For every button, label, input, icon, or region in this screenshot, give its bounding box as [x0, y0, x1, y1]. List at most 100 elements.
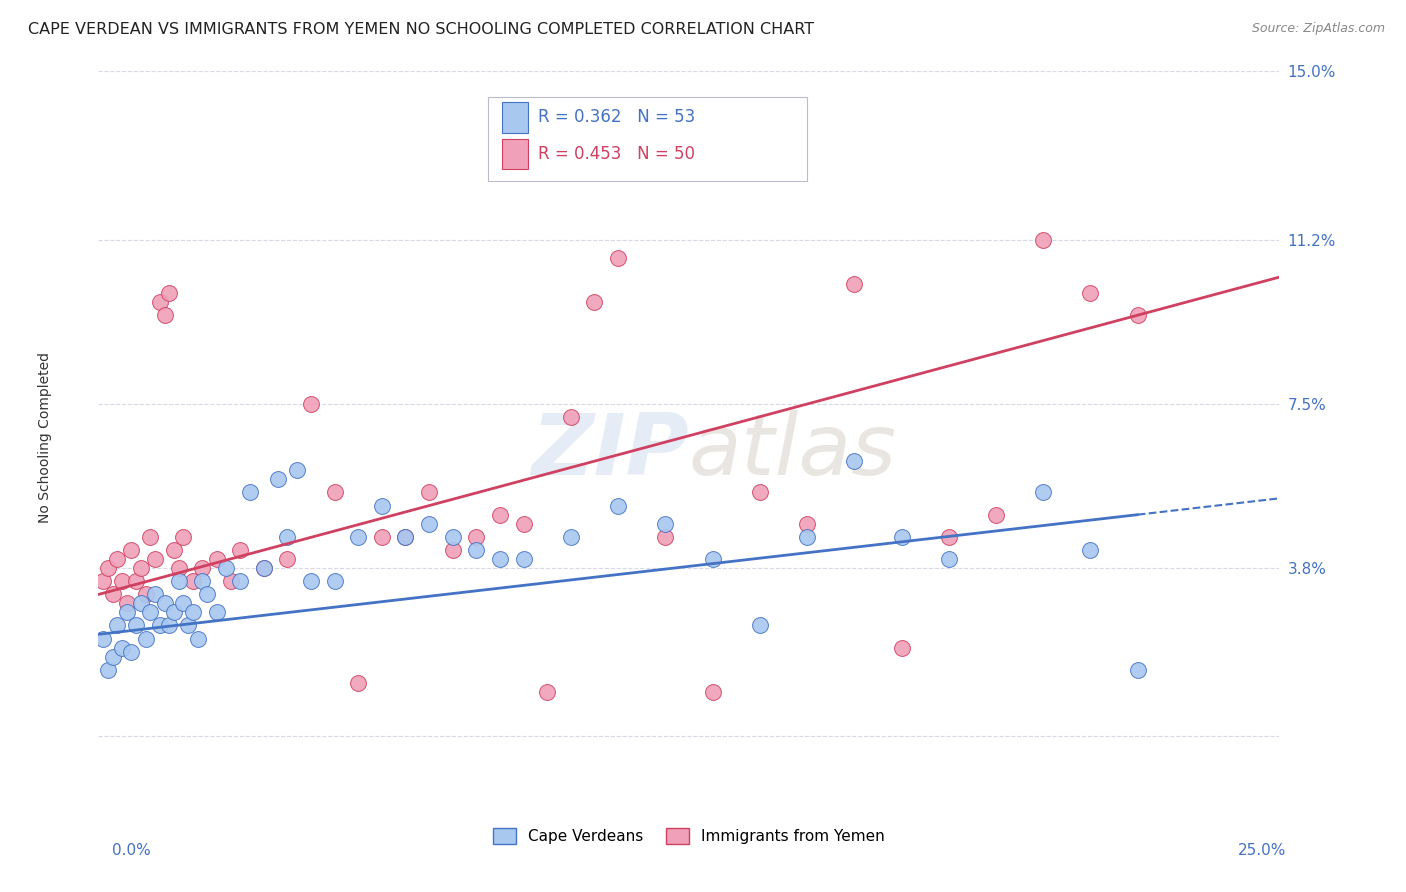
Text: Source: ZipAtlas.com: Source: ZipAtlas.com — [1251, 22, 1385, 36]
Point — [205, 552, 228, 566]
Point — [890, 530, 912, 544]
Point — [1080, 543, 1102, 558]
Legend: Cape Verdeans, Immigrants from Yemen: Cape Verdeans, Immigrants from Yemen — [486, 822, 891, 850]
Text: 0.0%: 0.0% — [112, 843, 152, 858]
Point — [163, 605, 186, 619]
Point — [748, 618, 770, 632]
Point — [489, 508, 512, 522]
Point — [191, 574, 214, 589]
Point — [347, 676, 370, 690]
Point — [129, 561, 152, 575]
Point — [418, 516, 440, 531]
Point — [1032, 485, 1054, 500]
Point — [157, 285, 180, 300]
Point — [111, 574, 134, 589]
Point — [844, 277, 866, 292]
Point — [195, 587, 218, 601]
Point — [1032, 233, 1054, 247]
Point — [135, 632, 157, 646]
Point — [844, 454, 866, 468]
Point — [105, 618, 128, 632]
Point — [267, 472, 290, 486]
Bar — [502, 138, 529, 169]
Point — [205, 605, 228, 619]
Point — [299, 397, 322, 411]
Point — [560, 530, 582, 544]
Point — [984, 508, 1007, 522]
Point — [121, 543, 143, 558]
Point — [702, 552, 724, 566]
Point — [702, 685, 724, 699]
Point — [101, 587, 124, 601]
Point — [157, 618, 180, 632]
Point — [285, 463, 308, 477]
Point — [654, 530, 676, 544]
Point — [187, 632, 209, 646]
Point — [139, 605, 162, 619]
Point — [143, 587, 166, 601]
Point — [890, 640, 912, 655]
Point — [938, 530, 960, 544]
Point — [1126, 663, 1149, 677]
Point — [607, 251, 630, 265]
Point — [536, 685, 558, 699]
Point — [149, 618, 172, 632]
Point — [654, 516, 676, 531]
Point — [105, 552, 128, 566]
Point — [299, 574, 322, 589]
Point — [323, 574, 346, 589]
Point — [97, 663, 120, 677]
Text: R = 0.362   N = 53: R = 0.362 N = 53 — [537, 109, 695, 127]
Point — [607, 499, 630, 513]
Point — [418, 485, 440, 500]
Point — [149, 294, 172, 309]
Point — [125, 618, 148, 632]
Point — [347, 530, 370, 544]
Point — [512, 552, 534, 566]
Point — [215, 561, 238, 575]
Point — [371, 530, 394, 544]
Point — [91, 632, 114, 646]
Point — [276, 530, 298, 544]
Point — [115, 596, 138, 610]
Point — [153, 308, 176, 322]
Point — [239, 485, 262, 500]
Text: atlas: atlas — [689, 410, 897, 493]
Point — [129, 596, 152, 610]
Point — [1080, 285, 1102, 300]
Point — [91, 574, 114, 589]
FancyBboxPatch shape — [488, 97, 807, 181]
Point — [512, 516, 534, 531]
Point — [748, 485, 770, 500]
Point — [371, 499, 394, 513]
Point — [796, 516, 818, 531]
Point — [153, 596, 176, 610]
Text: CAPE VERDEAN VS IMMIGRANTS FROM YEMEN NO SCHOOLING COMPLETED CORRELATION CHART: CAPE VERDEAN VS IMMIGRANTS FROM YEMEN NO… — [28, 22, 814, 37]
Point — [253, 561, 276, 575]
Point — [97, 561, 120, 575]
Point — [441, 530, 464, 544]
Point — [167, 561, 190, 575]
Point — [172, 530, 194, 544]
Point — [560, 410, 582, 425]
Text: ZIP: ZIP — [531, 410, 689, 493]
Point — [229, 574, 252, 589]
Point — [172, 596, 194, 610]
Point — [219, 574, 242, 589]
Point — [796, 530, 818, 544]
Point — [1126, 308, 1149, 322]
Point — [139, 530, 162, 544]
Point — [177, 618, 200, 632]
Text: 25.0%: 25.0% — [1239, 843, 1286, 858]
Point — [489, 552, 512, 566]
Text: R = 0.453   N = 50: R = 0.453 N = 50 — [537, 145, 695, 163]
Text: No Schooling Completed: No Schooling Completed — [38, 351, 52, 523]
Point — [115, 605, 138, 619]
Point — [441, 543, 464, 558]
Point — [101, 649, 124, 664]
Point — [394, 530, 416, 544]
Point — [143, 552, 166, 566]
Point — [253, 561, 276, 575]
Point — [163, 543, 186, 558]
Point — [181, 574, 204, 589]
